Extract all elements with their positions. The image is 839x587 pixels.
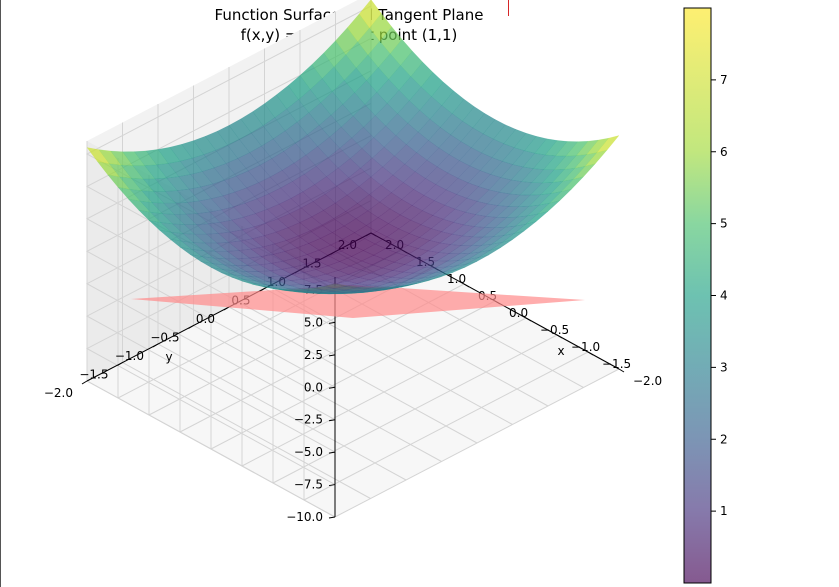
x-tick: [587, 351, 594, 356]
z-tick-label: −2.5: [294, 413, 323, 427]
y-axis-label: y: [165, 350, 172, 364]
z-tick: [328, 516, 336, 519]
red-tick-mark: [508, 0, 509, 16]
z-tick: [328, 484, 336, 487]
colorbar-tick-label: 3: [720, 360, 728, 374]
x-tick-label: −2.0: [633, 374, 662, 388]
y-tick-label: −2.0: [44, 386, 73, 400]
colorbar-tick-label: 5: [720, 217, 728, 231]
y-tick: [81, 380, 88, 385]
z-tick-label: 2.5: [304, 348, 323, 362]
x-tick-label: 0.0: [509, 306, 528, 320]
colorbar-ticks: 1 2 3 4 5 6 7: [711, 73, 728, 518]
z-tick: [328, 419, 336, 422]
left-edge-line: [0, 0, 1, 587]
x-axis-label: x: [557, 344, 564, 358]
z-tick: [328, 321, 336, 324]
z-tick-label: −5.0: [294, 445, 323, 459]
y-tick-label: 0.0: [196, 312, 215, 326]
gridline-y-floor: [210, 300, 496, 450]
x-tick-label: 1.0: [447, 272, 466, 286]
x-tick-label: −1.5: [602, 357, 631, 371]
z-tick-label: −7.5: [294, 478, 323, 492]
y-tick: [188, 325, 194, 329]
tangent-plane-patch: [131, 285, 585, 318]
x-tick-label: −0.5: [540, 323, 569, 337]
surface-patch: [358, 0, 382, 29]
z-tick: [328, 354, 336, 357]
colorbar-tick-label: 4: [720, 289, 728, 303]
x-tick: [525, 317, 532, 322]
tangent-plane: [131, 285, 585, 318]
z-axis: 7.55.02.50.0−2.5−5.0−7.5−10.0: [286, 277, 336, 524]
y-tick: [223, 306, 230, 311]
x-tick: [463, 283, 470, 288]
z-tick-label: 0.0: [304, 380, 323, 394]
colorbar-tick-label: 1: [720, 504, 728, 518]
colorbar-tick-label: 2: [720, 432, 728, 446]
z-tick: [328, 386, 336, 389]
function-surface: [86, 0, 620, 295]
y-tick-label: −1.0: [115, 349, 144, 363]
x-tick-label: −1.0: [571, 340, 600, 354]
x-tick: [556, 334, 563, 339]
z-tick-label: 5.0: [304, 315, 323, 329]
z-tick-label: −10.0: [286, 510, 323, 524]
colorbar-tick-label: 6: [720, 145, 728, 159]
colorbar: 1 2 3 4 5 6 7: [683, 7, 728, 584]
y-tick-label: −1.5: [79, 368, 108, 382]
y-tick: [152, 343, 159, 348]
colorbar-tick-label: 7: [720, 73, 728, 87]
x-tick: [618, 368, 625, 373]
z-tick: [328, 451, 336, 454]
y-tick-label: −0.5: [150, 331, 179, 345]
y-tick: [117, 362, 123, 366]
colorbar-gradient: [684, 8, 711, 583]
